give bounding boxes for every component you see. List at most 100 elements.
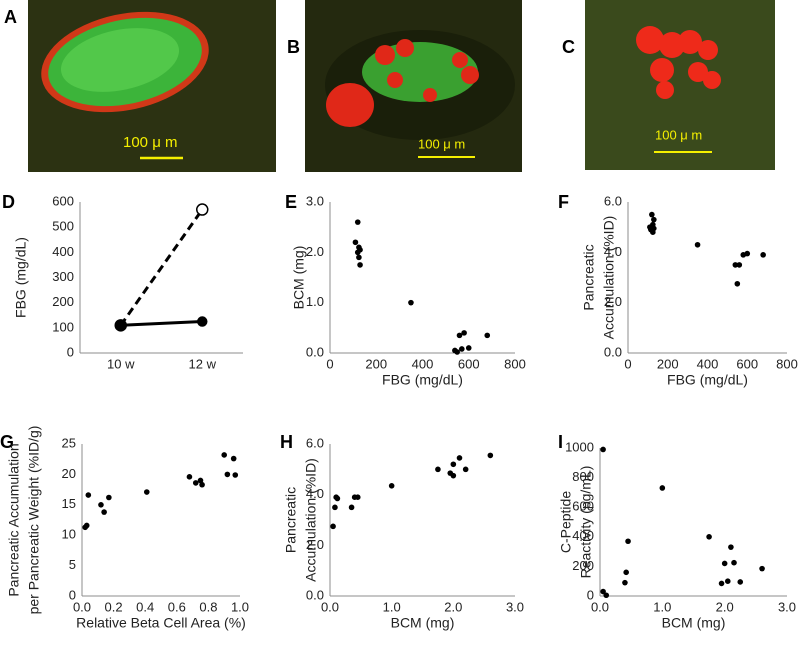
series-line	[120, 320, 203, 327]
data-point	[706, 534, 712, 540]
micrograph-a	[28, 0, 276, 172]
data-point	[465, 345, 472, 351]
data-point	[732, 262, 739, 268]
y-axis-label: Reactivity (pg/mL)	[578, 466, 594, 579]
data-point	[737, 579, 744, 585]
data-point	[450, 461, 457, 468]
data-point	[744, 250, 751, 257]
data-point	[354, 494, 361, 501]
data-point	[651, 225, 657, 232]
data-point	[694, 241, 701, 248]
x-tick-label: 400	[697, 356, 719, 371]
x-tick-label: 400	[412, 356, 434, 371]
scale-bar-label: 100 μ m	[655, 127, 702, 142]
data-point	[731, 559, 737, 566]
data-point	[334, 495, 341, 502]
micrograph-b	[305, 0, 522, 172]
data-point	[221, 452, 227, 458]
data-point	[625, 538, 631, 545]
x-tick-label: 0.0	[73, 599, 91, 614]
data-point	[143, 489, 150, 495]
y-tick-label: 0	[587, 587, 594, 602]
x-axis-label: BCM (mg)	[391, 615, 455, 631]
data-point	[649, 211, 655, 218]
x-axis-label: BCM (mg)	[662, 615, 726, 631]
data-point	[356, 254, 362, 261]
y-tick-label: 20	[62, 466, 76, 481]
y-tick-label: 0	[67, 344, 74, 359]
y-axis-label: C-Peptide	[558, 491, 574, 553]
y-tick-label: 0.0	[604, 344, 622, 359]
scale-bar-label: 100 μ m	[418, 136, 465, 151]
x-tick-label: 0.0	[321, 599, 339, 614]
y-axis-label: Pancreatic	[581, 244, 597, 310]
x-tick-label: 2.0	[444, 599, 462, 614]
y-axis-label: FBG (mg/dL)	[13, 237, 29, 318]
x-tick-label: 0.8	[199, 599, 217, 614]
x-tick-label: 3.0	[506, 599, 524, 614]
x-axis-label: FBG (mg/dL)	[667, 372, 748, 388]
data-point	[651, 216, 657, 223]
data-point	[197, 316, 208, 327]
data-point	[357, 262, 363, 268]
data-point	[734, 280, 741, 287]
y-tick-label: 6.0	[306, 435, 324, 450]
data-point	[435, 466, 441, 473]
series-line	[119, 208, 204, 327]
data-point	[352, 239, 359, 246]
data-point	[332, 504, 338, 511]
data-point	[106, 494, 112, 501]
data-point	[196, 203, 209, 216]
y-tick-label: 5	[69, 557, 76, 572]
y-tick-label: 400	[572, 528, 594, 543]
y-tick-label: 200	[572, 558, 594, 573]
y-tick-label: 300	[52, 269, 74, 284]
data-point	[456, 332, 463, 339]
data-point	[760, 252, 766, 258]
x-tick-label: 0.2	[105, 599, 123, 614]
data-point	[454, 349, 460, 355]
panel-label: F	[558, 192, 569, 212]
x-tick-label: 1.0	[383, 599, 401, 614]
data-point	[232, 472, 239, 478]
data-point	[348, 504, 355, 511]
x-tick-label: 0.4	[136, 599, 154, 614]
x-tick-label: 1.0	[653, 599, 671, 614]
y-axis-label: Pancreatic Accumulation	[6, 443, 22, 596]
y-tick-label: 2.0	[306, 244, 324, 259]
x-tick-label: 0.6	[168, 599, 186, 614]
y-tick-label: 600	[572, 499, 594, 514]
x-tick-label: 1.0	[231, 599, 249, 614]
data-point	[728, 544, 734, 550]
x-axis-label: FBG (mg/dL)	[382, 372, 463, 388]
y-tick-label: 2.0	[604, 294, 622, 309]
data-point	[230, 455, 237, 462]
y-axis-label: Accumulation (%ID)	[303, 458, 319, 582]
data-point	[600, 588, 606, 595]
y-tick-label: 15	[62, 496, 76, 511]
panel-label: E	[285, 192, 297, 212]
data-point	[736, 262, 743, 268]
data-point	[197, 477, 204, 484]
data-point	[224, 471, 231, 478]
panel-label: H	[280, 432, 293, 452]
data-point	[85, 492, 92, 498]
x-tick-label: 10 w	[107, 356, 135, 371]
x-tick-label: 3.0	[778, 599, 796, 614]
data-point	[721, 560, 728, 567]
data-point	[408, 299, 414, 306]
y-tick-label: 0	[69, 587, 76, 602]
data-point	[450, 472, 457, 479]
data-point	[622, 579, 628, 586]
x-tick-label: 600	[736, 356, 758, 371]
data-point	[724, 578, 731, 584]
x-tick-label: 200	[365, 356, 387, 371]
data-point	[199, 481, 205, 488]
y-axis-label: per Pancreatic Weight (%ID/g)	[26, 426, 42, 615]
data-point	[98, 502, 104, 508]
x-tick-label: 0.0	[591, 599, 609, 614]
panel-label: G	[0, 432, 14, 452]
panel-label: B	[287, 37, 300, 57]
data-point	[456, 455, 463, 461]
